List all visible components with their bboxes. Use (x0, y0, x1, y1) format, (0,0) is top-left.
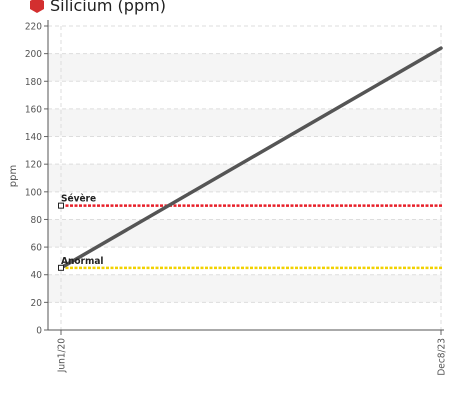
grid-band (48, 53, 442, 82)
x-tick-label: Dec8/23 (437, 338, 448, 376)
y-tick-label: 200 (25, 49, 42, 60)
threshold-marker (58, 202, 64, 209)
red-hexagon-icon (30, 0, 44, 13)
threshold-marker (58, 264, 64, 271)
y-tick-label: 220 (25, 22, 42, 33)
y-tick-label: 20 (31, 298, 43, 309)
y-tick-label: 100 (25, 187, 42, 198)
y-tick-label: 160 (25, 104, 42, 115)
y-tick-label: 40 (31, 270, 43, 281)
chart-title-text: Silicium (ppm) (50, 0, 166, 15)
grid-band (48, 274, 442, 303)
grid-band (48, 108, 442, 137)
series-line (59, 46, 443, 270)
y-tick-label: 80 (31, 215, 43, 226)
y-tick-label: 60 (31, 243, 43, 254)
y-tick-label: 120 (25, 160, 42, 171)
grid-band (48, 219, 442, 248)
grid-band (48, 164, 442, 192)
y-axis-title: ppm (8, 165, 19, 187)
threshold-label: Sévère (61, 193, 96, 205)
y-tick-label: 140 (25, 132, 42, 143)
y-tick-label: 180 (25, 77, 42, 88)
chart-title: Silicium (ppm) (28, 0, 166, 17)
y-tick-label: 0 (36, 326, 42, 337)
x-tick-label: Jun1/20 (57, 338, 68, 374)
threshold-label: Anormal (61, 256, 104, 267)
